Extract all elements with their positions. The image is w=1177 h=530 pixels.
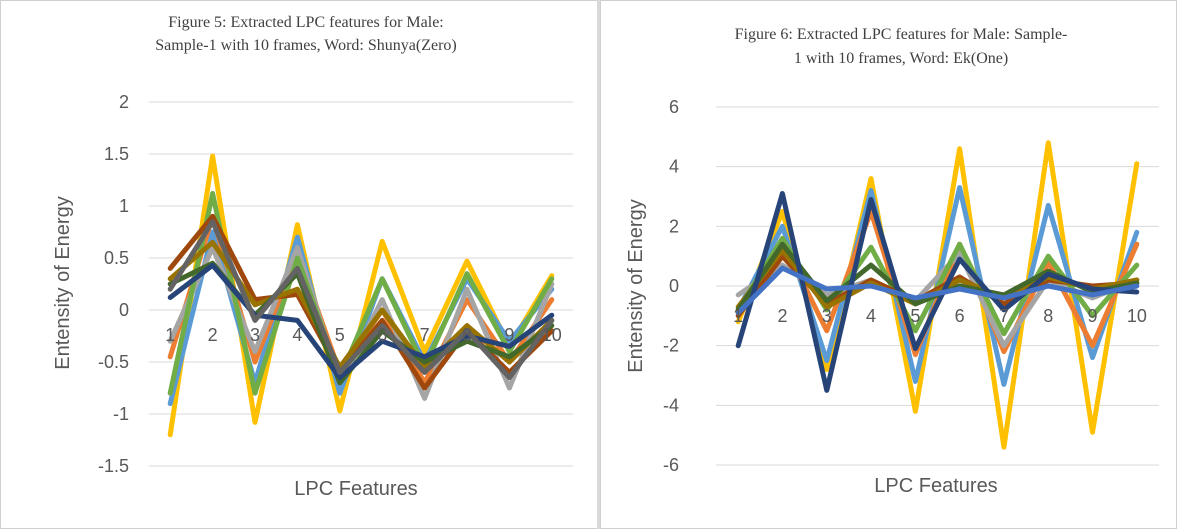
- x-tick-label: 10: [542, 325, 562, 345]
- figure-6-panel: Figure 6: Extracted LPC features for Mal…: [600, 0, 1177, 529]
- x-tick-label: 4: [866, 306, 876, 326]
- x-tick-label: 5: [910, 306, 920, 326]
- x-tick-label: 7: [420, 325, 430, 345]
- x-tick-label: 7: [999, 306, 1009, 326]
- y-tick-label: 0: [119, 300, 129, 320]
- x-axis-title: LPC Features: [874, 475, 997, 497]
- y-tick-label: -0.5: [98, 352, 129, 372]
- x-tick-label: 8: [1043, 306, 1053, 326]
- x-tick-label: 1: [165, 325, 175, 345]
- y-tick-label: -6: [663, 455, 679, 475]
- y-tick-label: 2: [119, 92, 129, 112]
- y-tick-label: 4: [669, 157, 679, 177]
- x-tick-label: 2: [777, 306, 787, 326]
- x-tick-label: 3: [250, 325, 260, 345]
- figure-6-chart: Figure 6: Extracted LPC features for Mal…: [625, 26, 1159, 497]
- figure-5-chart: Figure 5: Extracted LPC features for Mal…: [52, 14, 573, 500]
- x-tick-label: 9: [504, 325, 514, 345]
- y-tick-label: 0.5: [104, 248, 129, 268]
- y-tick-label: 2: [669, 216, 679, 236]
- x-tick-label: 8: [462, 325, 472, 345]
- y-tick-label: -4: [663, 395, 679, 415]
- x-tick-label: 4: [292, 325, 302, 345]
- x-tick-label: 5: [335, 325, 345, 345]
- series-line: [167, 153, 555, 438]
- series-line: [735, 265, 1140, 316]
- series-line: [167, 262, 555, 381]
- y-axis-title: Entensity of Energy: [625, 199, 647, 372]
- y-tick-label: 0: [669, 276, 679, 296]
- panel-divider: [597, 0, 601, 529]
- y-tick-label: 1: [119, 196, 129, 216]
- x-tick-label: 3: [822, 306, 832, 326]
- x-tick-label: 10: [1127, 306, 1147, 326]
- chart-title-line: Sample-1 with 10 frames, Word: Shunya(Ze…: [155, 37, 456, 54]
- y-tick-label: -1.5: [98, 456, 129, 476]
- figure-5-panel: Figure 5: Extracted LPC features for Mal…: [0, 0, 598, 529]
- chart-title-line: Figure 5: Extracted LPC features for Mal…: [168, 14, 443, 31]
- chart-title-line: Figure 6: Extracted LPC features for Mal…: [735, 26, 1068, 43]
- y-tick-label: 6: [669, 97, 679, 117]
- y-tick-label: -2: [663, 336, 679, 356]
- series-line: [167, 219, 555, 381]
- y-tick-label: 1.5: [104, 144, 129, 164]
- x-axis-title: LPC Features: [294, 478, 417, 500]
- x-tick-label: 9: [1088, 306, 1098, 326]
- x-tick-label: 6: [955, 306, 965, 326]
- chart-title-line: 1 with 10 frames, Word: Ek(One): [794, 50, 1008, 67]
- y-axis-title: Entensity of Energy: [52, 196, 74, 369]
- y-tick-label: -1: [113, 404, 129, 424]
- x-tick-label: 2: [208, 325, 218, 345]
- x-tick-label: 1: [733, 306, 743, 326]
- series-line: [735, 191, 1140, 393]
- x-tick-label: 6: [377, 325, 387, 345]
